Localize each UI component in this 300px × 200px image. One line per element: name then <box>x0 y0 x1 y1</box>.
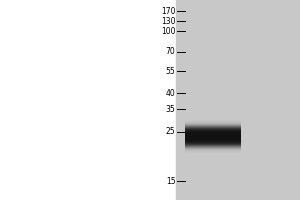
Text: 130: 130 <box>161 17 176 25</box>
Text: 100: 100 <box>161 26 176 36</box>
Bar <box>176 0 300 200</box>
Text: 35: 35 <box>166 104 176 114</box>
Text: 55: 55 <box>166 66 176 75</box>
Text: 25: 25 <box>166 128 175 136</box>
Text: 15: 15 <box>166 176 175 186</box>
Text: 40: 40 <box>166 88 176 98</box>
Text: 70: 70 <box>166 47 176 56</box>
Text: 170: 170 <box>161 6 176 16</box>
